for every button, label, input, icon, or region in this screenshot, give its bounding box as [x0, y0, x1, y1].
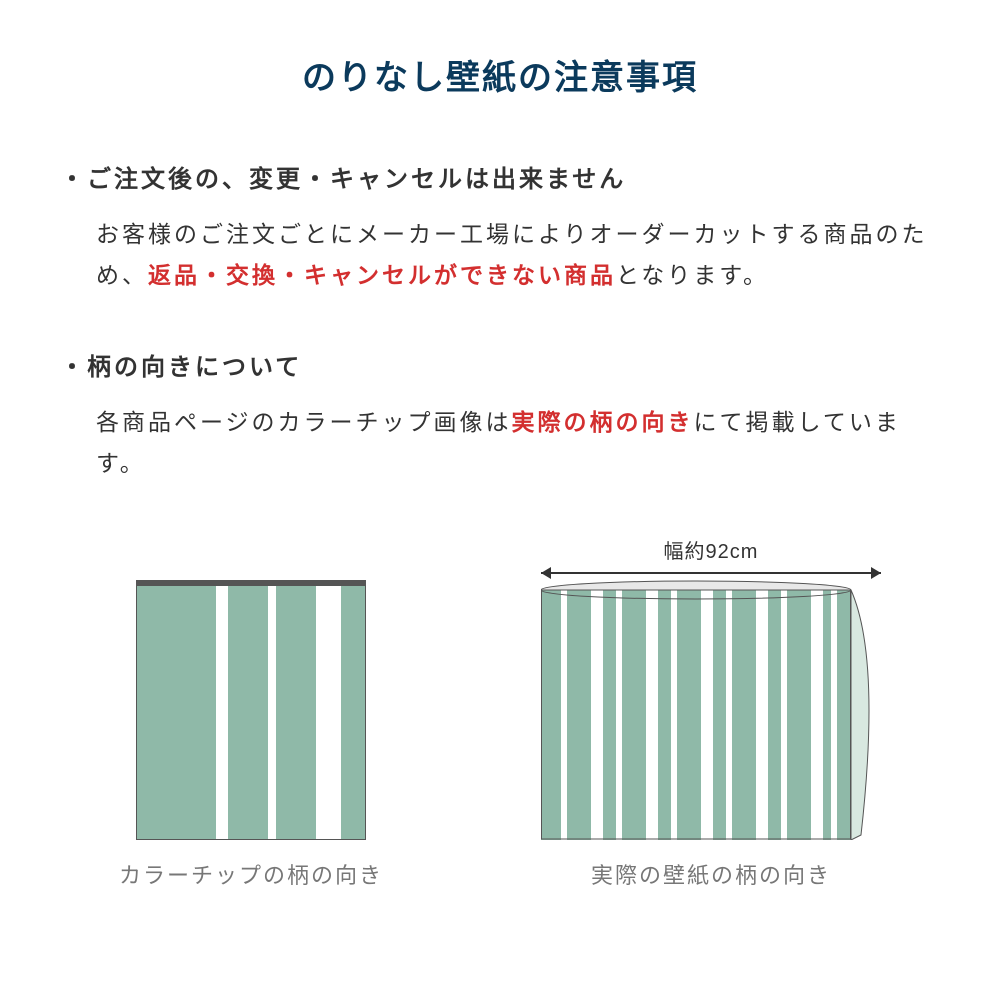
width-arrow: [541, 572, 881, 574]
body-highlight: 返品・交換・キャンセルができない商品: [148, 262, 616, 288]
section-orientation: ・柄の向きについて 各商品ページのカラーチップ画像は実際の柄の向きにて掲載してい…: [60, 347, 940, 485]
diagram-caption-left: カラーチップの柄の向き: [119, 858, 383, 890]
section-heading: ・柄の向きについて: [60, 347, 940, 382]
section-body: 各商品ページのカラーチップ画像は実際の柄の向きにて掲載しています。: [60, 402, 940, 485]
colorchip-swatch-icon: [136, 580, 366, 840]
diagram-caption-right: 実際の壁紙の柄の向き: [591, 858, 831, 890]
body-highlight: 実際の柄の向き: [512, 409, 694, 435]
section-cancel: ・ご注文後の、変更・キャンセルは出来ません お客様のご注文ごとにメーカー工場によ…: [60, 159, 940, 297]
body-after: となります。: [616, 262, 769, 288]
section-body: お客様のご注文ごとにメーカー工場によりオーダーカットする商品のため、返品・交換・…: [60, 214, 940, 297]
width-label: 幅約92cm: [664, 535, 759, 564]
page-title: のりなし壁紙の注意事項: [60, 50, 940, 99]
body-before: 各商品ページのカラーチップ画像は: [96, 409, 512, 435]
diagrams-row: カラーチップの柄の向き 幅約92cm 実際の壁紙の柄の向き: [60, 535, 940, 890]
wallpaper-roll-icon: [541, 580, 881, 840]
diagram-colorchip: カラーチップの柄の向き: [119, 580, 383, 890]
section-heading: ・ご注文後の、変更・キャンセルは出来ません: [60, 159, 940, 194]
diagram-wallpaper-roll: 幅約92cm 実際の壁紙の柄の向き: [541, 535, 881, 890]
